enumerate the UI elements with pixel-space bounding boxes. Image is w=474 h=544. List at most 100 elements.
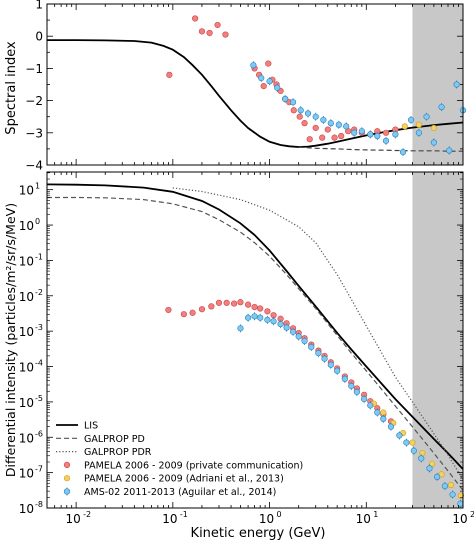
top-panel: 1 0 −1 −2 −3 −4 Spectral index <box>4 0 467 173</box>
data-point-pam_adriani <box>409 439 416 446</box>
data-point-ams <box>320 116 327 124</box>
y-tick-label-exponent: -6 <box>35 429 43 438</box>
data-point-ams <box>312 113 319 120</box>
x-tick-label: 10 <box>259 512 274 526</box>
series-pam_adriani <box>401 121 437 132</box>
data-point-pam_private <box>257 305 264 312</box>
legend-label: PAMELA 2006 - 2009 (private communicatio… <box>84 460 303 471</box>
data-point-pam_private <box>206 29 213 37</box>
data-point-ams <box>270 318 277 325</box>
data-point-ams <box>343 123 350 130</box>
legend-item-lis: LIS <box>56 421 98 432</box>
data-point-pam_private <box>270 312 277 319</box>
data-point-ams <box>289 99 297 106</box>
data-point-pam_private <box>180 311 187 318</box>
data-point-ams <box>257 314 264 321</box>
legend-label: AMS-02 2011-2013 (Aguilar et al., 2014) <box>84 487 276 498</box>
data-point-ams <box>396 432 403 439</box>
data-point-ams <box>282 95 289 103</box>
data-point-pam_private <box>260 83 267 90</box>
data-point-ams <box>251 313 258 320</box>
data-point-pam_private <box>324 126 331 133</box>
data-point-ams <box>274 84 281 91</box>
data-point-pam_private <box>215 299 223 306</box>
data-point-pam_private <box>312 124 319 132</box>
bottom-panel: 10 -2 10 -1 10 0 10 1 10 210 110 010 -110 -210 -310 -41… <box>3 171 474 541</box>
data-point-ams <box>387 423 395 430</box>
data-point-ams <box>295 333 302 340</box>
x-tick-label-exponent: 2 <box>470 510 474 519</box>
series-line-lis <box>46 183 464 470</box>
data-point-pam_private <box>319 134 326 141</box>
data-point-ams <box>277 320 284 328</box>
y-tick-label: 1 <box>35 0 43 12</box>
data-point-pam_private <box>237 299 244 306</box>
data-point-ams <box>351 129 358 136</box>
data-point-ams <box>403 439 410 446</box>
legend-item-pam_private: PAMELA 2006 - 2009 (private communicatio… <box>63 460 303 471</box>
bottom-series-layer <box>46 183 464 508</box>
data-point-pam_private <box>222 31 229 38</box>
y-tick-label: 10 <box>19 396 34 410</box>
x-tick-label-exponent: -2 <box>83 510 91 519</box>
data-point-ams <box>264 316 271 323</box>
legend-marker <box>63 488 71 495</box>
x-tick-label: 10 <box>452 512 467 526</box>
y-tick-label: −1 <box>25 62 43 76</box>
data-point-ams <box>438 103 445 111</box>
bottom-y-axis-label: Differential intensity (particles/m²/sr/… <box>3 203 18 477</box>
x-tick-label: 10 <box>65 512 80 526</box>
legend-label: LIS <box>84 421 98 432</box>
data-point-ams <box>289 328 297 335</box>
series-gpdr <box>172 187 464 481</box>
y-tick-label-exponent: -7 <box>35 465 43 474</box>
legend: LIS GALPROP PD GALPROP PDR PAMELA 2006 - 20… <box>56 421 303 498</box>
data-point-pam_private <box>214 21 221 29</box>
x-axis-label: Kinetic energy (GeV) <box>191 526 326 541</box>
data-point-ams <box>367 402 374 409</box>
data-point-ams <box>407 116 415 124</box>
data-point-ams <box>250 62 257 69</box>
y-tick-label-exponent: -1 <box>35 252 43 261</box>
top-y-axis-label: Spectral index <box>4 41 19 135</box>
data-point-ams <box>418 455 425 462</box>
y-tick-label-exponent: -8 <box>35 500 43 509</box>
x-tick-label: 10 <box>162 512 177 526</box>
data-point-pam_adriani <box>429 460 436 467</box>
data-point-ams <box>361 395 368 403</box>
data-point-ams <box>315 349 322 357</box>
y-tick-label: 10 <box>19 467 34 481</box>
legend-label: PAMELA 2006 - 2009 (Adriani et al., 2013… <box>84 474 284 485</box>
data-point-ams <box>348 382 355 390</box>
y-tick-label-exponent: 1 <box>35 182 40 191</box>
data-point-pam_private <box>245 301 252 308</box>
x-tick-label-exponent: -1 <box>180 510 188 519</box>
data-point-pam_adriani <box>457 492 464 499</box>
x-tick-label-exponent: 0 <box>277 510 282 519</box>
data-point-pam_private <box>296 113 303 120</box>
y-tick-label: 10 <box>19 254 34 268</box>
data-point-pam_private <box>198 28 206 35</box>
data-point-ams <box>392 131 399 138</box>
y-tick-label: 10 <box>19 219 34 233</box>
series-gpd <box>298 146 463 152</box>
data-point-ams <box>341 375 348 383</box>
data-point-pam_private <box>165 306 172 314</box>
data-point-ams <box>304 110 312 117</box>
data-point-ams <box>297 107 304 114</box>
legend-item-gpdr: GALPROP PDR <box>56 447 152 458</box>
y-tick-label: 10 <box>19 431 34 445</box>
y-tick-label: −2 <box>25 94 43 108</box>
series-line-gpd <box>47 196 464 491</box>
data-point-ams <box>245 314 252 321</box>
data-point-ams <box>426 465 433 472</box>
series-line-gpdr <box>172 187 464 481</box>
y-tick-label-exponent: -5 <box>35 394 43 403</box>
legend-marker <box>63 461 71 469</box>
data-point-ams <box>353 388 361 396</box>
data-point-ams <box>453 81 460 88</box>
data-point-pam_private <box>251 304 258 311</box>
legend-item-gpd: GALPROP PD <box>56 434 145 445</box>
